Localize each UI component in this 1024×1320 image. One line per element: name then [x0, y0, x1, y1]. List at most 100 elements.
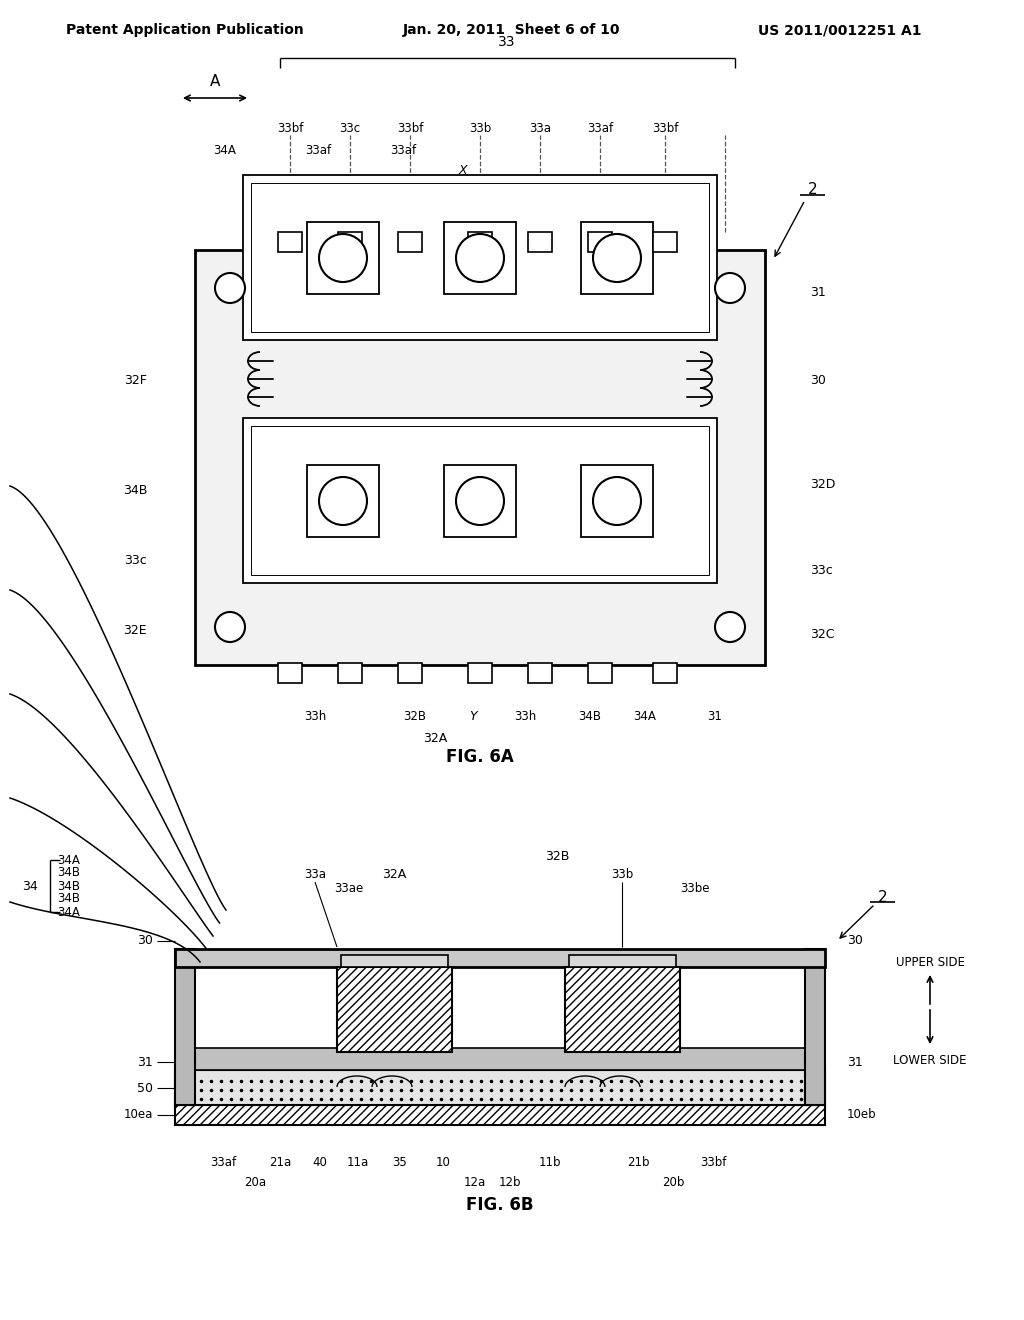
Text: 33h: 33h: [514, 710, 537, 723]
Bar: [251, 183, 709, 333]
Circle shape: [593, 477, 641, 525]
Text: 32B: 32B: [545, 850, 569, 862]
Bar: [398, 663, 422, 682]
Text: 33bf: 33bf: [652, 121, 678, 135]
Bar: [341, 954, 449, 968]
Bar: [195, 249, 765, 665]
Bar: [569, 954, 676, 968]
Text: 33: 33: [499, 36, 516, 49]
Bar: [398, 232, 422, 252]
Text: 32A: 32A: [382, 867, 407, 880]
Text: 10eb: 10eb: [847, 1109, 877, 1122]
Circle shape: [715, 273, 745, 304]
Text: US 2011/0012251 A1: US 2011/0012251 A1: [758, 22, 922, 37]
Bar: [805, 949, 825, 1105]
Text: 33h: 33h: [304, 710, 326, 723]
Text: 33bf: 33bf: [397, 121, 423, 135]
Bar: [307, 465, 379, 537]
Bar: [444, 465, 516, 537]
Text: 30: 30: [137, 935, 153, 948]
Text: 20b: 20b: [662, 1176, 684, 1189]
Text: Jan. 20, 2011  Sheet 6 of 10: Jan. 20, 2011 Sheet 6 of 10: [403, 22, 621, 37]
Text: 31: 31: [137, 1056, 153, 1068]
Text: UPPER SIDE: UPPER SIDE: [896, 956, 965, 969]
Circle shape: [715, 612, 745, 642]
Text: 21a: 21a: [269, 1156, 291, 1170]
Bar: [581, 465, 653, 537]
Circle shape: [215, 612, 245, 642]
Bar: [307, 222, 379, 294]
Text: 12b: 12b: [499, 1176, 521, 1189]
Circle shape: [215, 273, 245, 304]
Text: 33c: 33c: [810, 564, 833, 577]
Bar: [468, 232, 492, 252]
Text: 33af: 33af: [210, 1156, 237, 1170]
Text: 32C: 32C: [810, 628, 835, 642]
Text: 20a: 20a: [244, 1176, 266, 1189]
Text: Patent Application Publication: Patent Application Publication: [67, 22, 304, 37]
Text: 34B: 34B: [123, 483, 147, 496]
Text: 33a: 33a: [529, 121, 551, 135]
Text: FIG. 6A: FIG. 6A: [446, 748, 514, 766]
Text: 33af: 33af: [390, 144, 416, 157]
Text: 34B: 34B: [57, 866, 80, 879]
Text: 50: 50: [137, 1081, 153, 1094]
Bar: [588, 663, 612, 682]
Text: 12a: 12a: [464, 1176, 486, 1189]
Text: 2: 2: [808, 182, 818, 198]
Bar: [243, 418, 717, 583]
Text: 11b: 11b: [539, 1156, 561, 1170]
Bar: [653, 232, 677, 252]
Text: 34A: 34A: [57, 906, 80, 919]
Bar: [251, 426, 709, 576]
Bar: [175, 949, 825, 968]
Text: 31: 31: [810, 285, 825, 298]
Text: 32D: 32D: [810, 479, 836, 491]
Text: 33af: 33af: [305, 144, 331, 157]
Bar: [528, 232, 552, 252]
Text: 2: 2: [879, 890, 888, 904]
Text: A: A: [210, 74, 220, 90]
Bar: [468, 663, 492, 682]
Bar: [338, 663, 362, 682]
Bar: [278, 663, 302, 682]
Text: 33c: 33c: [124, 553, 147, 566]
Bar: [588, 232, 612, 252]
Text: 32B: 32B: [403, 710, 427, 723]
Text: 32F: 32F: [124, 374, 147, 387]
Text: 34A: 34A: [214, 144, 237, 157]
Text: Y: Y: [469, 710, 477, 723]
Bar: [444, 222, 516, 294]
Bar: [175, 1105, 825, 1125]
Text: 30: 30: [810, 374, 826, 387]
Bar: [581, 222, 653, 294]
Text: 35: 35: [392, 1156, 408, 1170]
Bar: [278, 232, 302, 252]
Text: 10: 10: [435, 1156, 451, 1170]
Text: 34A: 34A: [57, 854, 80, 866]
Text: 33b: 33b: [611, 867, 633, 880]
Text: X: X: [459, 164, 467, 177]
Text: 33b: 33b: [469, 121, 492, 135]
Text: 34B: 34B: [57, 892, 80, 906]
Text: 40: 40: [312, 1156, 328, 1170]
Text: 31: 31: [847, 1056, 863, 1068]
Text: 33be: 33be: [680, 883, 710, 895]
Circle shape: [319, 234, 367, 282]
Text: 34A: 34A: [634, 710, 656, 723]
Text: 30: 30: [847, 935, 863, 948]
Bar: [243, 176, 717, 341]
Circle shape: [456, 477, 504, 525]
Text: 33c: 33c: [339, 121, 360, 135]
Bar: [175, 1048, 825, 1071]
Text: 11a: 11a: [347, 1156, 369, 1170]
Circle shape: [593, 234, 641, 282]
Text: 34B: 34B: [579, 710, 601, 723]
Text: 34: 34: [23, 879, 38, 892]
Bar: [337, 968, 452, 1052]
Text: 33af: 33af: [587, 121, 613, 135]
Text: 32A: 32A: [423, 733, 447, 746]
Text: 21b: 21b: [627, 1156, 649, 1170]
Text: 32E: 32E: [123, 623, 147, 636]
Text: 31: 31: [708, 710, 723, 723]
